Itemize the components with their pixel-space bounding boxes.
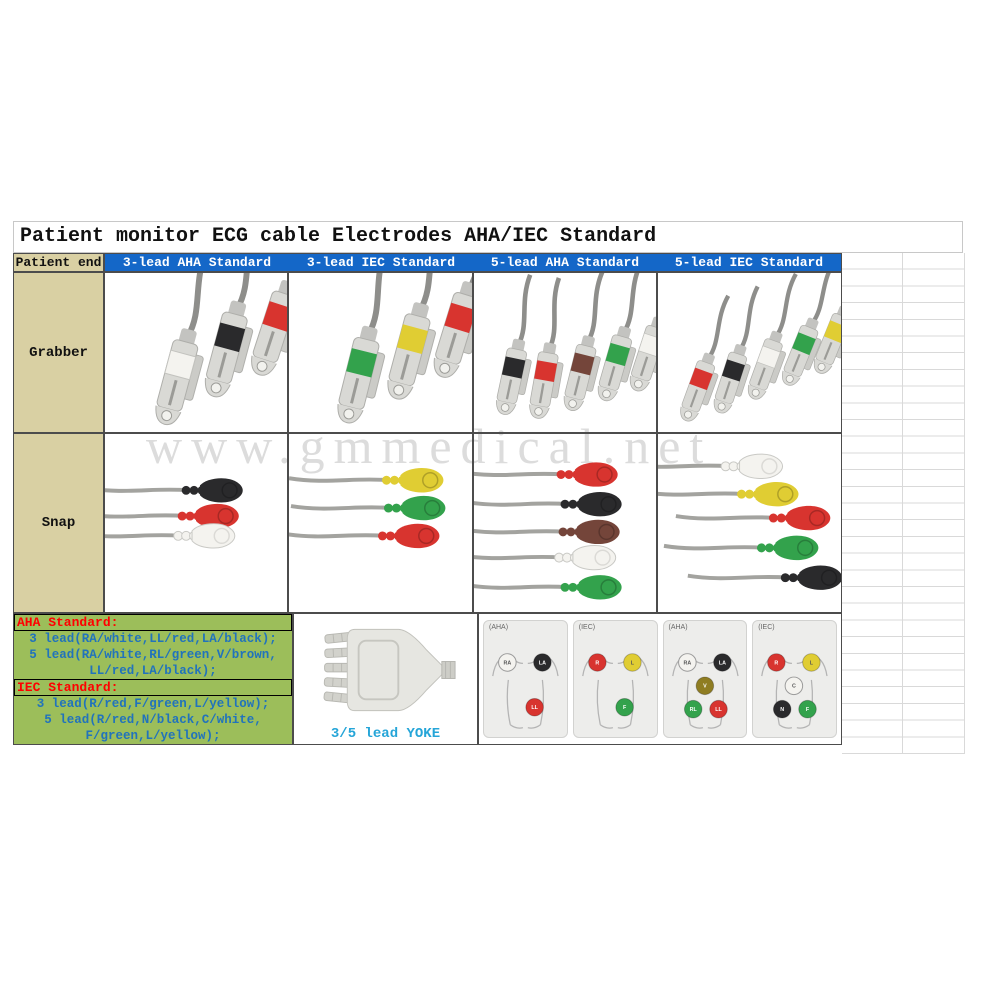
photo-snap-5-lead-iec bbox=[657, 433, 842, 613]
placement-card-1-aha: (AHA) RA LA LL bbox=[483, 620, 568, 738]
grid-column-divider bbox=[902, 253, 903, 754]
svg-text:L: L bbox=[810, 660, 814, 666]
svg-text:R: R bbox=[595, 660, 599, 666]
photo-grabber-5-lead-iec bbox=[657, 272, 842, 433]
placement-card-label: (IEC) bbox=[578, 624, 596, 631]
header-3-lead-iec: 3-lead IEC Standard bbox=[306, 255, 456, 270]
placement-card-label: (AHA) bbox=[489, 624, 509, 631]
iec-5-lead-line: 5 lead(R/red,N/black,C/white, bbox=[44, 713, 262, 727]
header-5-lead-aha: 5-lead AHA Standard bbox=[490, 255, 640, 270]
svg-text:V: V bbox=[703, 684, 707, 690]
lead-placement-diagrams: (AHA) RA LA LL (IEC) R L F (AHA) RA LA V RL LL (IEC) R L… bbox=[478, 613, 842, 745]
column-header-row: 3-lead AHA Standard 3-lead IEC Standard … bbox=[104, 253, 842, 272]
empty-spreadsheet-grid bbox=[842, 253, 965, 754]
watermark-text: www.gmmedical.net bbox=[146, 418, 713, 474]
placement-card-label: (AHA) bbox=[668, 624, 688, 631]
aha-5-lead-line: 5 lead(RA/white,RL/green,V/brown, bbox=[29, 648, 277, 662]
svg-text:LL: LL bbox=[715, 707, 722, 713]
photo-snap-3-lead-aha bbox=[104, 433, 288, 613]
placement-card-2-iec: (IEC) R L F bbox=[572, 620, 658, 738]
row-label-grabber: Grabber bbox=[13, 272, 104, 433]
iec-standard-heading: IEC Standard: bbox=[14, 679, 292, 696]
aha-3-lead-line: 3 lead(RA/white,LL/red,LA/black); bbox=[29, 632, 277, 646]
photo-grabber-3-lead-aha bbox=[104, 272, 288, 433]
photo-snap-3-lead-iec bbox=[288, 433, 473, 613]
lead-color-info-panel: AHA Standard: 3 lead(RA/white,LL/red,LA/… bbox=[13, 613, 293, 745]
svg-text:RA: RA bbox=[683, 660, 691, 666]
iec-3-lead-line: 3 lead(R/red,F/green,L/yellow); bbox=[36, 697, 270, 711]
placement-card-4-iec: (IEC) R L C N F bbox=[752, 620, 837, 738]
svg-text:F: F bbox=[623, 705, 627, 711]
photo-grabber-5-lead-aha bbox=[473, 272, 657, 433]
svg-text:RL: RL bbox=[689, 707, 697, 713]
svg-text:LA: LA bbox=[718, 660, 725, 666]
row-label-snap: Snap bbox=[13, 433, 104, 613]
svg-text:L: L bbox=[631, 660, 635, 666]
corner-cell-patient-end: Patient end bbox=[13, 253, 104, 272]
svg-text:R: R bbox=[775, 660, 779, 666]
aha-5-lead-line-cont: LL/red,LA/black); bbox=[89, 664, 217, 678]
svg-text:F: F bbox=[806, 707, 810, 713]
yoke-photo bbox=[308, 618, 466, 722]
svg-text:LL: LL bbox=[531, 705, 538, 711]
svg-text:LA: LA bbox=[539, 660, 546, 666]
yoke-caption: 3/5 lead YOKE bbox=[330, 726, 441, 742]
photo-snap-5-lead-aha bbox=[473, 433, 657, 613]
placement-card-3-aha: (AHA) RA LA V RL LL bbox=[662, 620, 748, 738]
header-3-lead-aha: 3-lead AHA Standard bbox=[122, 255, 272, 270]
page-title: Patient monitor ECG cable Electrodes AHA… bbox=[13, 221, 963, 253]
photo-grabber-3-lead-iec bbox=[288, 272, 473, 433]
svg-text:N: N bbox=[781, 707, 785, 713]
iec-5-lead-line-cont: F/green,L/yellow); bbox=[85, 729, 221, 743]
placement-card-label: (IEC) bbox=[758, 624, 775, 631]
header-5-lead-iec: 5-lead IEC Standard bbox=[674, 255, 824, 270]
svg-text:C: C bbox=[792, 684, 796, 690]
svg-text:RA: RA bbox=[504, 660, 512, 666]
aha-standard-heading: AHA Standard: bbox=[14, 614, 292, 631]
yoke-photo-cell: 3/5 lead YOKE bbox=[293, 613, 478, 745]
